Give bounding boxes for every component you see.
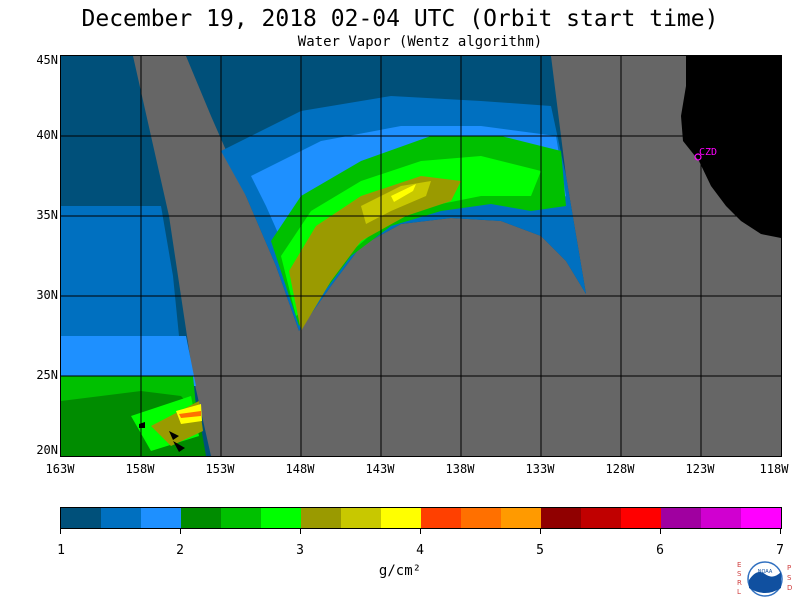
colorbar-swatch (541, 508, 581, 528)
station-label: CZD (699, 147, 718, 158)
west-swath-light (61, 336, 196, 386)
central-bright-yellow (391, 184, 416, 202)
island-3 (173, 441, 185, 452)
california-land (681, 56, 781, 238)
lon-label: 158W (125, 462, 155, 476)
svg-text:P: P (787, 564, 791, 572)
lat-label: 30N (36, 288, 58, 302)
west-orange (179, 411, 201, 418)
central-bright-green (281, 156, 541, 316)
colorbar-tick (660, 528, 661, 534)
colorbar-swatch (341, 508, 381, 528)
colorbar-swatch (661, 508, 701, 528)
colorbar-label: 1 (57, 543, 65, 558)
colorbar-label: 5 (536, 543, 544, 558)
lon-label: 143W (365, 462, 395, 476)
svg-text:D: D (787, 584, 792, 592)
map-grid (61, 56, 781, 456)
svg-text:S: S (737, 570, 742, 578)
noaa-logo-icon: E S R L NOAA P S D (737, 561, 792, 597)
lon-label: 133W (525, 462, 555, 476)
lon-label: 128W (605, 462, 635, 476)
svg-text:E: E (737, 561, 741, 569)
colorbar-label: 6 (656, 543, 664, 558)
water-vapor-map (60, 55, 782, 457)
colorbar (60, 507, 782, 529)
lat-label: 20N (36, 443, 58, 457)
colorbar-tick (300, 528, 301, 534)
colorbar-label: 7 (776, 543, 784, 558)
colorbar-label: 4 (416, 543, 424, 558)
colorbar-units: g/cm² (378, 563, 422, 579)
svg-text:NOAA: NOAA (758, 569, 773, 575)
island-2 (169, 431, 179, 440)
lon-label: 118W (759, 462, 789, 476)
colorbar-tick (540, 528, 541, 534)
station-marker-icon (694, 153, 702, 161)
colorbar-swatch (181, 508, 221, 528)
colorbar-swatch (61, 508, 101, 528)
lat-label: 25N (36, 368, 58, 382)
colorbar-swatch (301, 508, 341, 528)
colorbar-swatch (701, 508, 741, 528)
lon-label: 153W (205, 462, 235, 476)
colorbar-tick (60, 528, 61, 534)
colorbar-label: 2 (176, 543, 184, 558)
colorbar-swatch (741, 508, 781, 528)
map-canvas (61, 56, 781, 456)
lat-label: 40N (36, 128, 58, 142)
central-yellow (361, 181, 431, 224)
lon-label: 163W (45, 462, 75, 476)
map-subtitle: Water Vapor (Wentz algorithm) (297, 34, 543, 50)
lon-label: 148W (285, 462, 315, 476)
colorbar-swatch (101, 508, 141, 528)
colorbar-swatch (381, 508, 421, 528)
colorbar-swatch (501, 508, 541, 528)
colorbar-swatch (421, 508, 461, 528)
colorbar-swatch (221, 508, 261, 528)
colorbar-swatch (141, 508, 181, 528)
colorbar-swatch (261, 508, 301, 528)
svg-text:L: L (737, 588, 741, 596)
colorbar-swatch (621, 508, 661, 528)
colorbar-label: 3 (296, 543, 304, 558)
lat-label: 45N (36, 53, 58, 67)
lat-label: 35N (36, 208, 58, 222)
colorbar-swatch (581, 508, 621, 528)
lon-label: 123W (685, 462, 715, 476)
colorbar-swatch (461, 508, 501, 528)
svg-text:S: S (787, 574, 792, 582)
lon-label: 138W (445, 462, 475, 476)
colorbar-tick (780, 528, 781, 534)
svg-text:R: R (737, 579, 742, 587)
colorbar-tick (420, 528, 421, 534)
colorbar-tick (180, 528, 181, 534)
map-title: December 19, 2018 02-04 UTC (Orbit start… (81, 6, 719, 32)
